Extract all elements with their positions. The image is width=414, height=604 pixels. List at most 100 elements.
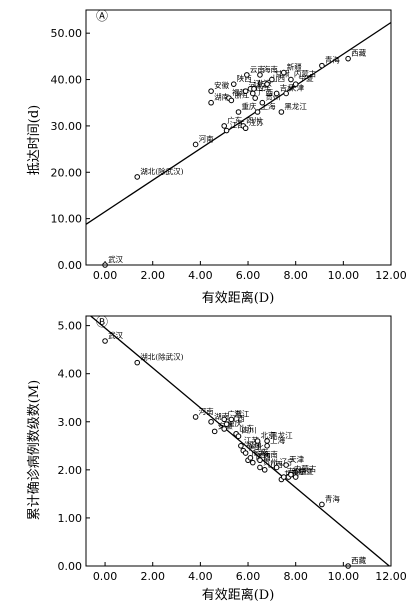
panel-b-data-point: [257, 464, 263, 471]
panel-b-data-point: [283, 462, 289, 468]
panel-b-data-point: [254, 438, 261, 444]
panel-b-point-label: 黑龙江: [270, 430, 293, 440]
panel-b-point-label: 天津: [289, 455, 304, 464]
panel-a-point-label: 四川: [246, 116, 261, 125]
panel-b-point-label: 江苏: [244, 435, 259, 445]
panel-b-point-label: 青海: [325, 493, 340, 503]
panel-b-data-point: [235, 433, 242, 439]
panel-b-data-point: [273, 464, 280, 471]
panel-a-data-point: [257, 72, 263, 78]
panel-a-xtick-label: 6.00: [236, 269, 261, 282]
panel-a-point-label: 山西: [270, 73, 285, 83]
panel-b-point-label: 山东: [239, 423, 254, 433]
panel-a-ylabel: 抵达时间(d): [27, 105, 42, 175]
panel-a-point-label: 山东: [256, 82, 271, 92]
panel-b-data-point: [208, 418, 214, 425]
panel-a-xtick-label: 8.00: [283, 269, 308, 282]
panel-a-point-label: 武汉: [108, 254, 123, 264]
panel-a-point-label: 青海: [325, 55, 340, 65]
panel-b-data-point: [261, 467, 268, 473]
panel-b-data-point: [249, 459, 256, 466]
panel-a-xtick-label: 4.00: [188, 269, 213, 282]
panel-a-data-point: [235, 109, 242, 115]
panel-a-point-label: 广西: [258, 87, 273, 97]
panel-a-data-point: [283, 90, 289, 97]
panel-a-data-point: [223, 127, 230, 134]
panel-a-point-label: 河北: [249, 81, 264, 90]
panel-a-data-point: [134, 174, 141, 180]
panel-a-ytick-label: 40.00: [51, 74, 83, 87]
panel-b-point-label: 湖南: [214, 411, 229, 421]
panel-b-ytick-label: 2.00: [58, 464, 83, 477]
panel-a-point-label: 江苏: [249, 117, 264, 127]
panel-a-xtick-label: 12.00: [375, 269, 407, 282]
panel-a-frame: [85, 9, 392, 266]
panel-b-xtick-label: 0.00: [93, 570, 118, 583]
panel-a-data-point: [288, 76, 294, 83]
panel-a-data-point: [252, 95, 258, 101]
panel-b-ytick-label: 1.00: [58, 512, 83, 525]
panel-a-data-point: [280, 69, 287, 76]
panel-b-data-point: [292, 474, 299, 480]
panel-b-point-label: 河南: [199, 406, 214, 416]
panel-a-ytick-label: 0.00: [58, 259, 83, 272]
panel-b-point-label: 四川: [242, 426, 257, 435]
panel-b-point-label: 宁夏: [299, 466, 314, 476]
panel-b-data-point: [264, 438, 270, 444]
panel-b-point-label: 武汉: [108, 330, 123, 340]
panel-a-xtick-label: 2.00: [140, 269, 165, 282]
panel-a-data-point: [244, 72, 250, 78]
panel-b-xtick-label: 4.00: [188, 570, 213, 583]
panel-b-point-label: 陕西: [256, 452, 271, 462]
panel-a-data-point: [319, 62, 325, 69]
panel-b-data-point: [264, 443, 270, 449]
panel-b-point-label: 江西: [230, 414, 245, 423]
panel-a-data-point: [228, 97, 235, 104]
panel-a-point-label: 贵州: [265, 92, 280, 102]
panel-b-point-label: 河北: [249, 443, 264, 452]
panel-b-frame: [85, 315, 392, 567]
panel-b-point-label: 新疆: [292, 466, 307, 476]
panel-b-point-label: 湖北(除武汉): [140, 352, 183, 362]
panel-a-point-label: 重庆: [242, 101, 257, 111]
panel-b-xtick-label: 10.00: [328, 570, 360, 583]
panel-a-point-label: 上海: [261, 101, 276, 111]
panel-a-point-label: 云南: [250, 64, 265, 74]
panel-b-data-point: [288, 471, 294, 478]
panel-b-data-point: [192, 414, 199, 420]
panel-b-data-point: [280, 474, 287, 480]
panel-a-point-label: 湖北(除武汉): [140, 166, 183, 176]
panel-a-data-point: [208, 88, 214, 94]
panel-b-data-point: [221, 416, 228, 423]
panel-b-point-label: 辽宁: [280, 456, 295, 466]
panel-b-data-point: [247, 455, 254, 461]
panel-a-point-label: 河南: [199, 133, 214, 143]
panel-a-data-point: [242, 125, 249, 132]
panel-a-point-label: 海南: [263, 64, 278, 74]
panel-a-data-point: [259, 99, 266, 106]
panel-a-point-label: 新疆: [287, 62, 302, 72]
panel-a-data-point: [269, 76, 275, 83]
panel-b-point-label: 西藏: [351, 555, 366, 565]
panel-b-point-label: 北京: [261, 430, 276, 440]
panel-a-data-point: [251, 86, 257, 92]
panel-b-ytick-label: 5.00: [58, 320, 83, 333]
panel-a-point-label: 宁夏: [299, 73, 314, 83]
panel-b-ytick-label: 3.00: [58, 416, 83, 429]
panel-b-xlabel: 有效距离(D): [202, 587, 275, 603]
panel-b-point-label: 广东: [227, 408, 242, 418]
panel-b-ytick-label: 0.00: [58, 560, 83, 573]
panel-a-point-label: 福建: [232, 87, 247, 97]
panel-a-point-label: 内蒙古: [294, 69, 317, 79]
panel-a-xtick-label: 10.00: [328, 269, 360, 282]
panel-b-data-point: [257, 457, 263, 464]
panel-a-xlabel: 有效距离(D): [202, 290, 275, 306]
panel-a-chart: Ⓐ 抵达时间(d) 有效距离(D) 0.00 2.00 4.00 6.00 8.00 10…: [27, 9, 407, 306]
panel-a-ytick-label: 30.00: [51, 120, 83, 133]
panel-a-letter: Ⓐ: [96, 9, 108, 23]
panel-b-data-point: [228, 416, 235, 423]
panel-b-point-label: 上海: [270, 435, 285, 445]
panel-a-point-label: 安徽: [214, 80, 229, 90]
panel-b-data-point: [102, 338, 108, 344]
